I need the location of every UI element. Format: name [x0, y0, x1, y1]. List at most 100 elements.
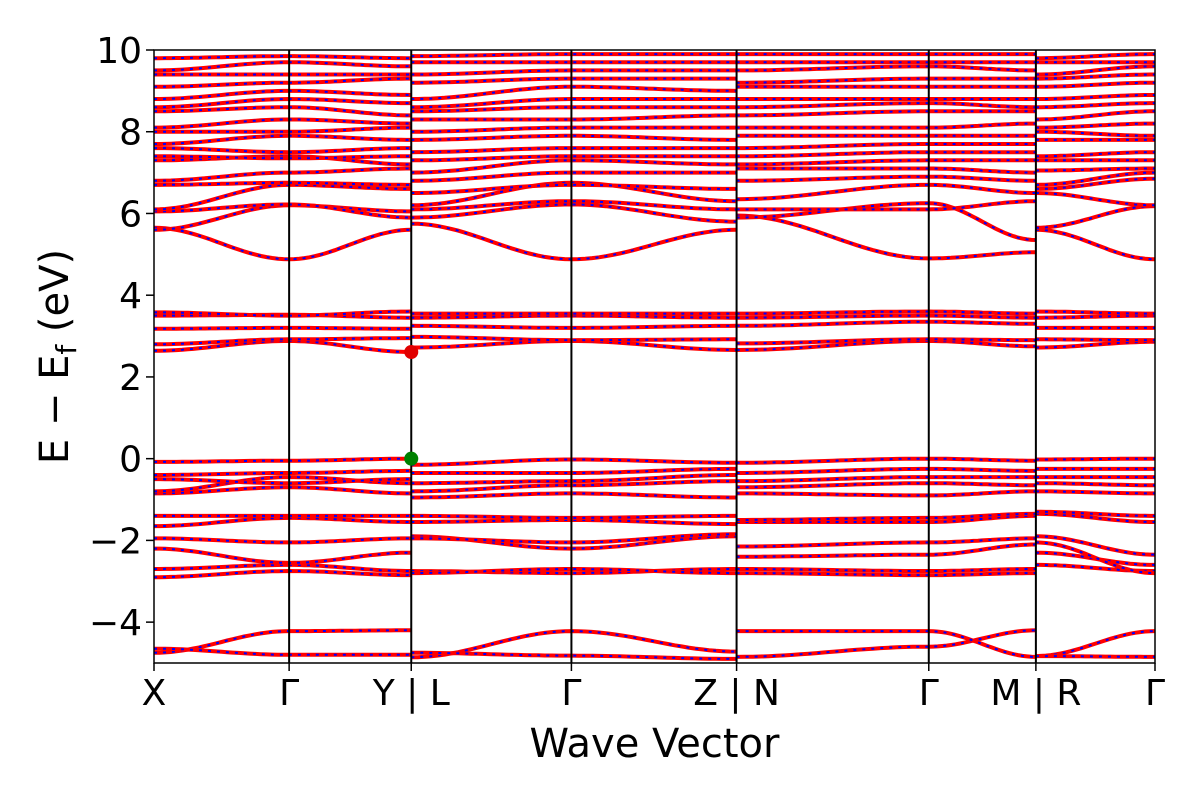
band-line-spin-down — [736, 630, 1036, 658]
band-line-spin-down — [1035, 310, 1155, 315]
band-line-spin-down — [1035, 655, 1155, 658]
band-line-spin-down — [411, 155, 737, 162]
band-line-spin-down — [736, 151, 1036, 158]
band-line-spin-down — [1035, 340, 1155, 349]
band-line-spin-down — [411, 53, 737, 58]
marker-cbm — [404, 345, 419, 360]
band-line-spin-down — [411, 106, 737, 113]
band-line-spin-down — [736, 543, 1036, 558]
band-line-spin-up — [411, 221, 737, 262]
band-line-spin-up — [153, 225, 412, 262]
band-line-spin-down — [736, 202, 1036, 241]
x-axis-label: Wave Vector — [530, 721, 781, 767]
band-line-spin-down — [411, 69, 737, 76]
band-line-spin-up — [1035, 204, 1156, 230]
y-tick-label: −4 — [89, 603, 142, 644]
y-tick-label: −2 — [89, 521, 142, 562]
band-line-spin-down — [1035, 171, 1156, 186]
band-line-spin-up — [1035, 629, 1156, 659]
band-line-spin-down — [736, 490, 1036, 497]
band-line-spin-down — [736, 167, 1036, 174]
band-line-spin-down — [1035, 482, 1155, 487]
band-line-spin-down — [1035, 228, 1156, 261]
x-tick-label: X — [142, 673, 167, 714]
band-line-spin-down — [1035, 490, 1155, 495]
band-line-spin-down — [736, 457, 1036, 464]
band-line-spin-down — [736, 629, 1036, 658]
band-line-spin-down — [154, 77, 412, 88]
band-line-spin-down — [736, 65, 1036, 72]
band-line-spin-down — [411, 171, 737, 182]
band-line-spin-down — [736, 467, 1036, 474]
band-line-spin-down — [1035, 512, 1155, 523]
band-line-spin-down — [411, 126, 737, 133]
band-line-spin-down — [411, 314, 737, 319]
y-axis-label-sub: f — [50, 344, 83, 355]
band-line-spin-down — [411, 85, 737, 100]
x-tick-label: Z | N — [693, 673, 780, 714]
band-line-spin-down — [736, 310, 1036, 315]
marker-vbm — [404, 451, 419, 466]
y-axis-label-unit: (eV) — [32, 249, 78, 345]
band-line-spin-down — [1035, 122, 1155, 129]
band-line-spin-down — [1035, 102, 1155, 109]
band-line-spin-down — [1035, 130, 1155, 137]
band-line-spin-down — [1035, 314, 1155, 319]
band-line-spin-down — [1035, 167, 1155, 172]
band-line-spin-down — [411, 222, 737, 261]
band-line-spin-down — [736, 340, 1036, 351]
band-line-spin-down — [411, 533, 737, 544]
band-line-spin-down — [411, 200, 737, 211]
band-line-spin-down — [411, 568, 737, 575]
band-line-spin-down — [1035, 73, 1155, 80]
x-tick-label: Γ — [561, 673, 581, 714]
y-tick-label: 10 — [96, 31, 142, 72]
band-line-spin-down — [411, 492, 737, 499]
band-line-spin-down — [411, 480, 737, 493]
band-line-spin-up — [736, 628, 1036, 659]
band-line-spin-up — [1035, 191, 1156, 208]
band-line-spin-down — [736, 175, 1036, 182]
y-tick-label: 8 — [119, 113, 142, 154]
band-line-spin-down — [736, 200, 1036, 211]
band-line-spin-down — [1035, 65, 1156, 76]
y-axis-label: E − Ef (eV) — [32, 249, 83, 464]
band-line-spin-down — [411, 340, 737, 351]
band-line-spin-down — [411, 514, 737, 519]
x-tick-label: Γ — [279, 673, 299, 714]
band-line-spin-up — [411, 170, 737, 183]
band-line-spin-down — [736, 110, 1036, 117]
band-line-spin-down — [411, 568, 737, 575]
y-tick-label: 2 — [119, 358, 142, 399]
band-line-spin-down — [736, 320, 1036, 327]
band-line-spin-down — [411, 519, 737, 526]
band-line-spin-down — [411, 147, 737, 154]
band-line-spin-down — [736, 572, 1036, 577]
band-line-spin-down — [411, 324, 737, 329]
x-tick-label: Y | L — [372, 673, 450, 714]
band-line-spin-down — [1035, 177, 1156, 190]
band-line-spin-down — [736, 122, 1036, 129]
band-line-spin-down — [736, 183, 1036, 201]
band-line-spin-down — [1035, 510, 1155, 517]
band-line-spin-down — [153, 226, 412, 261]
band-line-spin-down — [1035, 338, 1156, 342]
band-line-spin-down — [411, 651, 737, 660]
x-tick-label: M | R — [990, 673, 1081, 714]
band-line-spin-down — [411, 458, 737, 466]
band-line-spin-down — [736, 512, 1036, 521]
band-line-spin-down — [736, 568, 1036, 572]
band-line-spin-down — [736, 514, 1036, 523]
band-line-spin-down — [1035, 110, 1155, 121]
band-line-spin-down — [1035, 81, 1155, 88]
band-line-spin-down — [154, 326, 412, 330]
band-line-spin-down — [1035, 457, 1155, 461]
high-symmetry-lines — [288, 50, 1037, 663]
y-tick-label: 6 — [119, 194, 142, 235]
band-line-spin-down — [1035, 151, 1155, 158]
band-line-spin-down — [411, 114, 737, 121]
y-tick-label: 4 — [119, 276, 142, 317]
band-line-spin-down — [736, 77, 1036, 84]
band-line-spin-down — [411, 134, 737, 141]
